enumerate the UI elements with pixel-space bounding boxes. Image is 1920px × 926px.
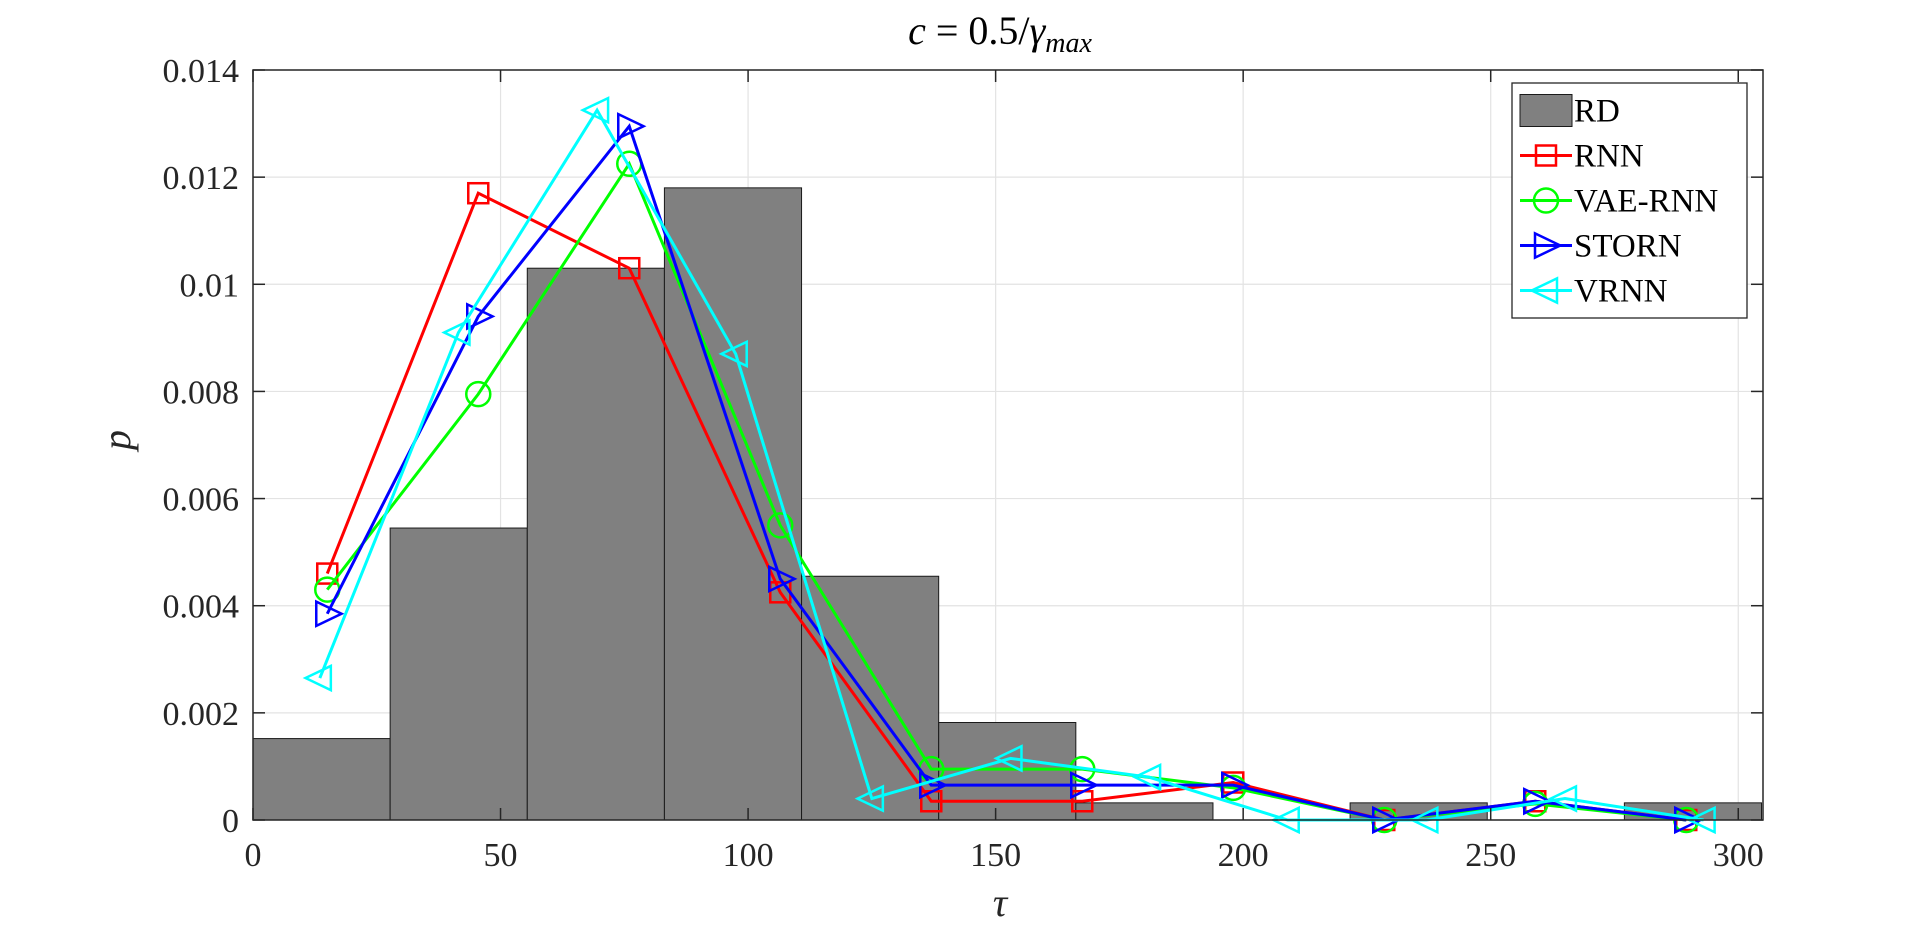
series-marker: [465, 380, 492, 408]
legend: RD RNN VAE-RNN STORN VRNN: [1511, 82, 1748, 319]
y-tick-label: 0.004: [163, 589, 240, 626]
grid-lines: [252, 69, 1763, 821]
legend-label: VRNN: [1574, 274, 1668, 310]
series-line: [318, 107, 1704, 822]
x-tick-label: 200: [1218, 837, 1269, 874]
series-marker: [718, 339, 748, 369]
series-marker: [441, 318, 471, 347]
histogram-bar: [1075, 802, 1214, 821]
histogram-bar: [389, 527, 528, 821]
series-marker: [316, 562, 339, 585]
axes: [252, 69, 1764, 821]
series-lines: [302, 96, 1716, 835]
series-marker: [1131, 763, 1162, 792]
histogram-bar: [526, 267, 665, 821]
x-tick-label: 50: [484, 837, 518, 874]
series-marker: [1221, 771, 1251, 800]
series-marker: [993, 744, 1023, 773]
histogram-bar: [663, 187, 803, 821]
series-marker: [1070, 771, 1100, 800]
x-tick-label: 0: [245, 837, 262, 874]
y-axis-label: p: [94, 430, 139, 453]
series-vrnn: [302, 96, 1716, 835]
title-lhs: c: [908, 8, 926, 53]
x-axis-label: τ: [993, 880, 1009, 925]
histogram-bar: [938, 722, 1077, 821]
series-marker: [618, 256, 641, 280]
y-tick-label: 0.006: [163, 482, 240, 519]
x-tick-label: 100: [723, 837, 774, 874]
series-marker: [1533, 231, 1564, 260]
series-marker: [467, 181, 490, 205]
tick-labels: 0 50 100 150 200 250 300 0 0.002 0.004 0.006 0.008 0…: [163, 53, 1764, 874]
y-tick-label: 0.008: [163, 374, 240, 411]
series-marker: [1532, 187, 1560, 214]
y-tick-label: 0.01: [180, 267, 240, 304]
series-marker: [768, 564, 798, 594]
series-marker: [854, 784, 885, 813]
x-tick-label: 300: [1713, 837, 1764, 874]
series-marker: [617, 112, 647, 141]
series-marker: [1523, 787, 1553, 816]
series-marker: [1528, 276, 1559, 305]
series-marker: [767, 512, 794, 539]
legend-label: VAE-RNN: [1574, 184, 1718, 220]
histogram-bar: [252, 738, 391, 821]
series-marker: [315, 599, 345, 628]
series-marker: [1534, 144, 1558, 167]
series-line: [325, 123, 1687, 822]
y-tick-label: 0.002: [163, 696, 240, 733]
legend-swatch: [1519, 94, 1573, 127]
legend-label: RNN: [1574, 139, 1644, 175]
x-tick-label: 150: [970, 837, 1021, 874]
y-tick-label: 0.012: [163, 160, 240, 197]
legend-label: RD: [1574, 94, 1620, 130]
title-gamma: γ: [1030, 8, 1047, 53]
series-marker: [579, 96, 610, 125]
y-tick-label: 0: [222, 803, 239, 840]
plot-frame: [252, 69, 1764, 821]
series-marker: [302, 663, 333, 693]
legend-label: STORN: [1574, 229, 1682, 265]
series-marker: [1547, 784, 1578, 813]
y-tick-label: 0.014: [163, 53, 240, 90]
x-tick-label: 250: [1465, 837, 1516, 874]
histogram-bars: [252, 187, 1763, 821]
title-sub: max: [1045, 28, 1092, 59]
chart-title: c = 0.5/γmax: [908, 8, 1092, 59]
title-eq: = 0.5/: [926, 8, 1031, 53]
